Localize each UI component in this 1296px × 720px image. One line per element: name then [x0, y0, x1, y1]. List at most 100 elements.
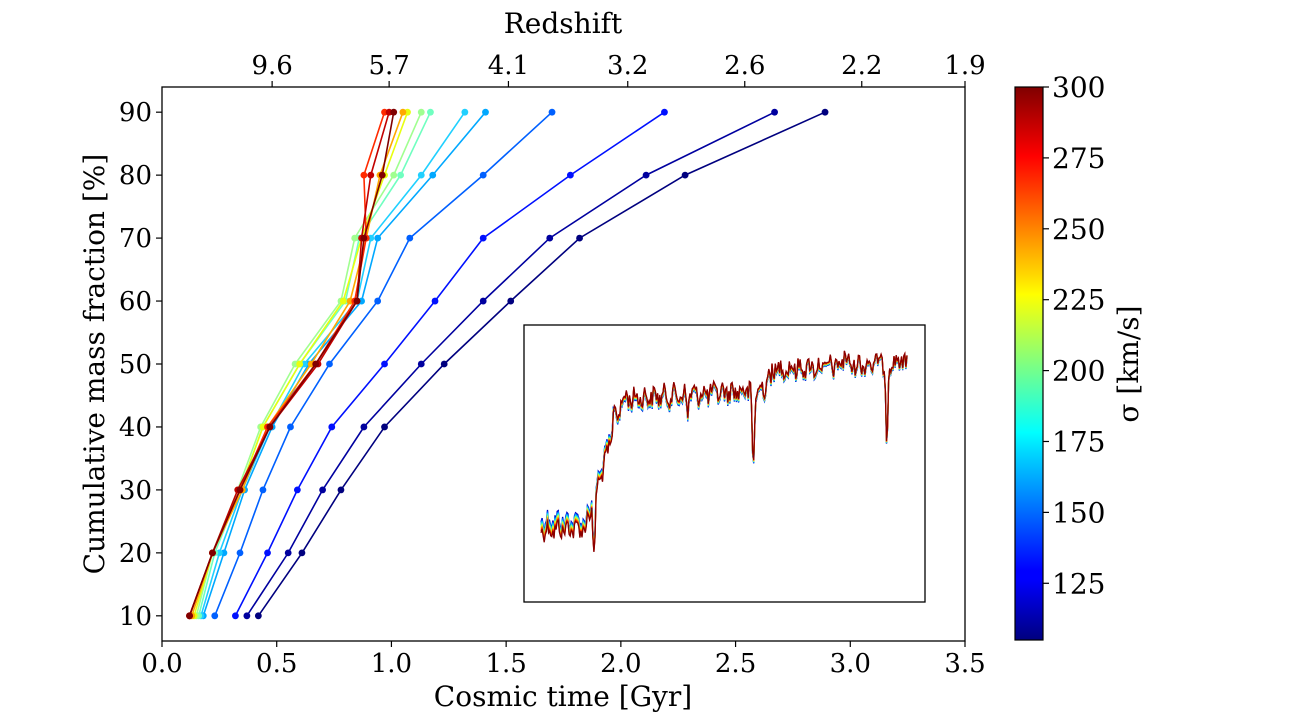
data-point [482, 108, 489, 116]
data-point [360, 171, 368, 179]
x-tick-label: 3.5 [944, 649, 985, 679]
top-tick-label: 3.2 [607, 51, 648, 81]
y-tick-label: 90 [119, 98, 152, 128]
series-line [186, 108, 398, 620]
data-point [431, 297, 439, 305]
series-line [243, 108, 778, 620]
x-tick-label: 1.5 [485, 649, 526, 679]
data-point [390, 171, 398, 179]
data-point [259, 486, 267, 494]
x-tick-label: 1.0 [371, 649, 412, 679]
y-tick-label: 40 [119, 413, 152, 443]
y-tick-label: 60 [119, 287, 152, 317]
y-tick-label: 70 [119, 224, 152, 254]
data-point [243, 612, 251, 620]
data-point [339, 297, 347, 305]
data-point [353, 297, 361, 305]
x-tick-label: 3.0 [830, 649, 871, 679]
data-point [381, 423, 388, 431]
data-point [479, 297, 487, 305]
data-point [821, 108, 829, 116]
data-point [296, 360, 304, 368]
data-point [284, 549, 292, 557]
top-tick-label: 9.6 [251, 51, 292, 81]
data-point [367, 171, 375, 179]
series-line [211, 108, 556, 620]
data-point [293, 486, 301, 494]
data-point [264, 549, 271, 557]
data-point [429, 171, 437, 179]
data-point [681, 171, 689, 179]
y-axis-label: Cumulative mass fraction [%] [78, 154, 111, 575]
colorbar-tick-label: 275 [1052, 142, 1105, 175]
x-tick-label: 0.0 [141, 649, 182, 679]
colorbar [1014, 86, 1044, 641]
series-line [197, 108, 469, 620]
data-point [186, 612, 193, 620]
data-point [417, 108, 425, 116]
y-axis-ticks: 10 20 30 40 50 60 70 80 90 [119, 98, 162, 632]
data-point [566, 171, 574, 179]
data-point [546, 234, 554, 242]
inset-spectrum [540, 350, 908, 553]
data-point [378, 171, 386, 179]
data-point [576, 234, 583, 242]
data-point [211, 612, 219, 620]
x-tick-label: 2.5 [715, 649, 756, 679]
colorbar-tick-label: 125 [1052, 567, 1105, 600]
colorbar-tick-label: 200 [1052, 355, 1105, 388]
data-point [360, 234, 368, 242]
y-tick-label: 30 [119, 476, 152, 506]
data-point [406, 234, 414, 242]
data-point [374, 297, 382, 305]
data-point [209, 549, 216, 557]
top-axis-ticks: 9.6 5.7 4.1 3.2 2.6 2.2 1.9 [251, 51, 986, 87]
inset-panel [523, 324, 926, 603]
data-point [771, 108, 778, 116]
x-tick-label: 0.5 [256, 649, 297, 679]
data-point [232, 612, 239, 620]
data-point [360, 423, 368, 431]
series-line [232, 108, 668, 620]
colorbar-label: σ [km/s] [1112, 305, 1145, 422]
colorbar-tick-label: 150 [1052, 496, 1105, 529]
top-tick-label: 1.9 [944, 51, 985, 81]
x-axis-ticks: 0.0 0.5 1.0 1.5 2.0 2.5 3.0 3.5 [141, 641, 986, 679]
data-point [427, 108, 434, 116]
y-tick-label: 20 [119, 539, 152, 569]
data-point [312, 360, 320, 368]
top-tick-label: 5.7 [368, 51, 409, 81]
data-point [254, 612, 262, 620]
data-point [507, 297, 515, 305]
series-path [200, 111, 466, 617]
data-point [319, 486, 326, 494]
data-series [186, 108, 829, 620]
data-point [298, 549, 306, 557]
inset-spectra [540, 350, 908, 553]
data-point [417, 171, 425, 179]
top-tick-label: 2.2 [841, 51, 882, 81]
data-point [326, 360, 333, 368]
data-point [328, 423, 336, 431]
colorbar-ticks: 125 150 175 200 225 250 275 300 [1043, 71, 1105, 600]
top-axis-label: Redshift [504, 7, 623, 40]
data-point [236, 549, 244, 557]
data-point [548, 108, 556, 116]
data-point [661, 108, 668, 116]
colorbar-tick-label: 300 [1052, 71, 1105, 104]
data-point [479, 234, 487, 242]
data-point [374, 234, 382, 242]
data-point [642, 171, 650, 179]
x-axis-label: Cosmic time [Gyr] [434, 680, 692, 713]
top-tick-label: 2.6 [724, 51, 765, 81]
y-tick-label: 80 [119, 161, 152, 191]
data-point [337, 486, 345, 494]
data-point [440, 360, 448, 368]
colorbar-tick-label: 225 [1052, 284, 1105, 317]
data-point [390, 108, 398, 116]
data-point [236, 486, 244, 494]
x-tick-label: 2.0 [600, 649, 641, 679]
y-tick-label: 10 [119, 602, 152, 632]
data-point [287, 423, 294, 431]
